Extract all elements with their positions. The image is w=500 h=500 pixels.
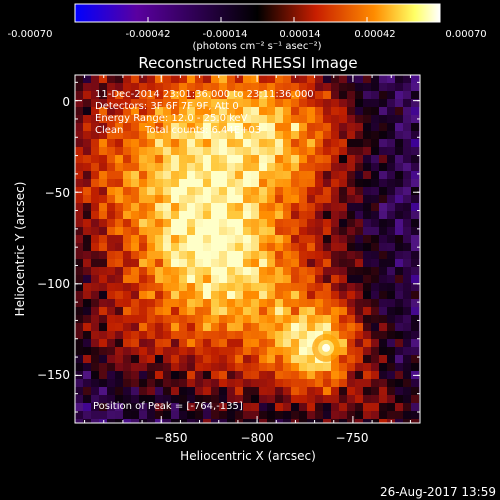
annotation-detectors: Detectors: 3F 6F 7F 9F, Att 0 (95, 101, 239, 112)
plot-frame (74, 74, 421, 424)
colorbar-unit-label: (photons cm⁻² s⁻¹ asec⁻²) (192, 41, 321, 52)
y-axis-label: Heliocentric Y (arcsec) (13, 182, 27, 317)
annotation-total-counts: Total counts: 6.44E+03 (144, 125, 261, 136)
x-tick-label-750: −750 (336, 431, 369, 445)
heatmap-image (75, 75, 420, 423)
y-tick-label-100: −100 (37, 277, 70, 291)
y-tick-label-150: −150 (37, 368, 70, 382)
y-tick-label-0: 0 (62, 95, 70, 109)
axis-ticks (75, 75, 420, 423)
y-tick-label-50: −50 (45, 186, 70, 200)
annotation-clean: Clean (95, 125, 123, 136)
colorbar-tick-3: 0.00014 (279, 29, 320, 40)
annotation-peak-position: Position of Peak = [-764,-135] (93, 401, 243, 412)
colorbar-tick-1: -0.00042 (126, 29, 171, 40)
colorbar (74, 3, 441, 23)
x-tick-label-800: −800 (241, 431, 274, 445)
colorbar-ticks (74, 17, 441, 22)
annotation-time-range: 11-Dec-2014 23:01:36.000 to 23:11:36.000 (95, 89, 314, 100)
x-axis-label: Heliocentric X (arcsec) (180, 449, 316, 463)
chart-title: Reconstructed RHESSI Image (138, 54, 357, 72)
colorbar-tick-4: 0.00042 (354, 29, 395, 40)
footer-date: 26-Aug-2017 13:59 (380, 485, 496, 499)
colorbar-tick-0: -0.00070 (8, 29, 53, 40)
colorbar-tick-2: -0.00014 (203, 29, 248, 40)
colorbar-tick-5: 0.00070 (445, 29, 486, 40)
annotation-energy-range: Energy Range: 12.0 - 25.0 keV (95, 113, 248, 124)
x-tick-label-850: −850 (155, 431, 188, 445)
